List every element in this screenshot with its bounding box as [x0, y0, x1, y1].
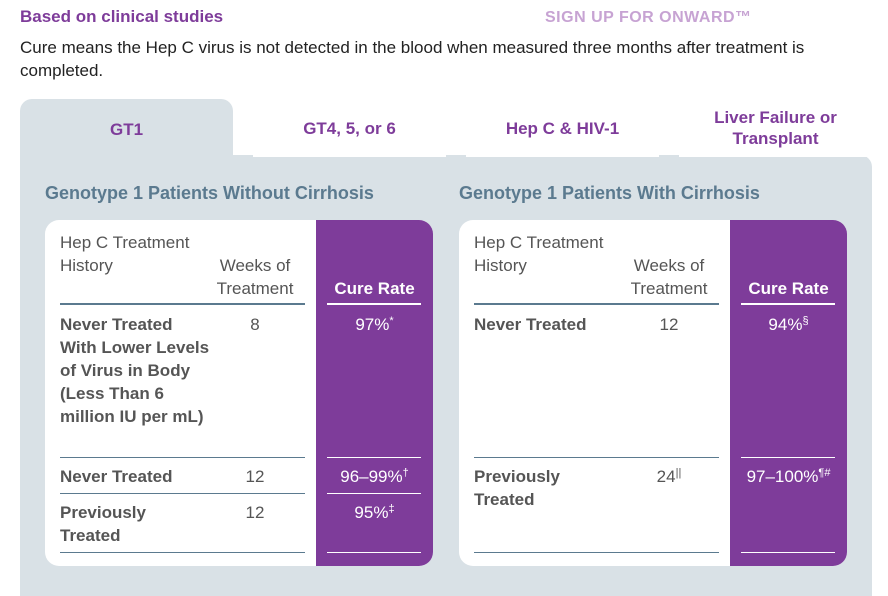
- row-1-cure: 94%§: [730, 313, 847, 336]
- header-divider: [474, 303, 719, 305]
- row-divider: [60, 493, 305, 494]
- cure-rate-column: [730, 220, 847, 566]
- row-2-cure-value: 97–100%: [746, 467, 819, 486]
- section-title-without-cirrhosis: Genotype 1 Patients Without Cirrhosis: [45, 183, 374, 203]
- row-2-weeks-footnote: ||: [675, 467, 682, 479]
- row-divider-cure: [741, 552, 835, 553]
- row-divider-cure: [327, 493, 421, 494]
- row-divider: [474, 552, 719, 553]
- row-3-cure-footnote: ‡: [388, 503, 395, 515]
- row-1-cure-value: 94%: [768, 315, 803, 334]
- row-divider: [474, 457, 719, 458]
- row-1-cure-value: 97%: [355, 315, 390, 334]
- row-2-weeks: 12: [205, 465, 305, 488]
- row-divider: [60, 552, 305, 553]
- header-history: Hep C Treatment History: [60, 233, 190, 275]
- row-2-cure-footnote: ¶#: [818, 467, 831, 479]
- row-3-history: Previously Treated: [60, 503, 146, 545]
- row-1-cure-footnote: *: [389, 315, 394, 327]
- section-title-with-cirrhosis: Genotype 1 Patients With Cirrhosis: [459, 183, 760, 203]
- row-3-weeks-value: 12: [245, 503, 265, 522]
- tab-gt4-5-6[interactable]: GT4, 5, or 6: [253, 99, 446, 157]
- header-weeks: Weeks of Treatment: [216, 256, 294, 298]
- tab-hepc-hiv[interactable]: Hep C & HIV-1: [466, 99, 659, 157]
- row-1-weeks: 12: [619, 313, 719, 336]
- header-history: Hep C Treatment History: [474, 233, 604, 275]
- row-2-cure-value: 96–99%: [340, 467, 403, 486]
- row-2-cure-footnote: †: [402, 467, 409, 479]
- row-divider-cure: [327, 552, 421, 553]
- row-divider-cure: [741, 457, 835, 458]
- row-1-history: Never Treated: [474, 315, 587, 334]
- signup-link[interactable]: SIGN UP FOR ONWARD™: [545, 9, 752, 26]
- row-1-history: Never Treated With Lower Levels of Virus…: [60, 315, 210, 426]
- row-2-weeks-value: 12: [245, 467, 265, 486]
- table-without-cirrhosis: Hep C Treatment History Weeks of Treatme…: [45, 220, 433, 566]
- row-1-weeks-value: 8: [250, 315, 260, 334]
- header-divider: [60, 303, 305, 305]
- header-divider-cure: [327, 303, 421, 305]
- tab-gt1[interactable]: GT1: [20, 99, 233, 159]
- intro-text: Cure means the Hep C virus is not detect…: [20, 38, 805, 80]
- row-2-history: Previously Treated: [474, 467, 560, 509]
- row-1-weeks-value: 12: [659, 315, 679, 334]
- row-divider-cure: [327, 457, 421, 458]
- row-3-cure: 95%‡: [316, 501, 433, 524]
- row-2-cure: 96–99%†: [316, 465, 433, 488]
- row-1-cure-footnote: §: [802, 315, 809, 327]
- row-3-weeks: 12: [205, 501, 305, 524]
- table-with-cirrhosis: Hep C Treatment History Weeks of Treatme…: [459, 220, 847, 566]
- header-cure-rate: Cure Rate: [748, 279, 829, 298]
- tab-liver-failure-label: Liver Failure or Transplant: [714, 108, 837, 148]
- header-divider-cure: [741, 303, 835, 305]
- header-weeks: Weeks of Treatment: [630, 256, 708, 298]
- row-divider: [60, 457, 305, 458]
- row-1-weeks: 8: [205, 313, 305, 336]
- row-1-cure: 97%*: [316, 313, 433, 336]
- row-2-cure: 97–100%¶#: [730, 465, 847, 488]
- row-2-weeks-value: 24: [656, 467, 676, 486]
- row-2-weeks: 24||: [619, 465, 719, 488]
- header-cure-rate: Cure Rate: [334, 279, 415, 298]
- cure-rate-column: [316, 220, 433, 566]
- row-3-cure-value: 95%: [354, 503, 389, 522]
- tab-liver-failure[interactable]: Liver Failure or Transplant: [679, 99, 872, 157]
- page-subtitle: Based on clinical studies: [20, 7, 224, 26]
- row-2-history: Never Treated: [60, 467, 173, 486]
